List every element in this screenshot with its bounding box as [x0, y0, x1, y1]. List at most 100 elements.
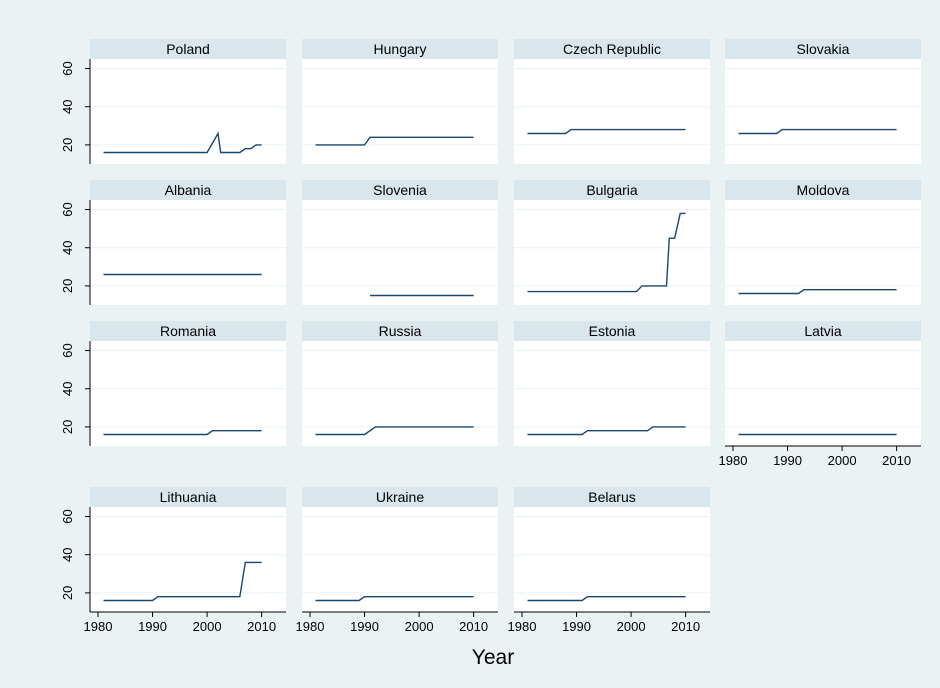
panel-title: Slovakia	[797, 41, 850, 57]
panel-romania: Romania 20 40 60	[60, 321, 286, 446]
panel-title: Belarus	[588, 489, 635, 505]
panel-albania: Albania 20 40 60	[60, 180, 286, 305]
series-line-poland	[103, 131, 262, 154]
series-line-lithuania	[103, 561, 262, 602]
plot-area	[514, 507, 710, 612]
x-tick-label: 1980	[84, 619, 113, 634]
y-tick-label: 20	[60, 420, 75, 434]
panel-title: Moldova	[797, 182, 850, 198]
x-tick-label: 2000	[617, 619, 646, 634]
x-tick-label: 2010	[671, 619, 700, 634]
panel-strip	[514, 180, 710, 200]
plot-area	[725, 59, 921, 164]
y-tick-label: 60	[60, 202, 75, 216]
panel-moldova: Moldova	[725, 180, 921, 305]
x-tick-label: 1980	[719, 453, 748, 468]
plot-area	[302, 59, 498, 164]
plot-area	[725, 200, 921, 305]
x-tick-label: 1990	[138, 619, 167, 634]
plot-area	[90, 341, 286, 446]
panel-slovakia: Slovakia	[725, 39, 921, 164]
series-line-moldova	[738, 289, 897, 295]
panel-title: Poland	[166, 41, 210, 57]
series-line-czech-republic	[527, 128, 686, 135]
panel-hungary: Hungary	[302, 39, 498, 164]
y-tick-label: 20	[60, 279, 75, 293]
series-line-slovakia	[738, 128, 897, 135]
panel-strip	[514, 321, 710, 341]
panel-strip	[725, 39, 921, 59]
panel-strip	[90, 487, 286, 507]
panel-title: Ukraine	[376, 489, 424, 505]
plot-area	[302, 200, 498, 305]
panel-title: Hungary	[374, 41, 427, 57]
series-line-bulgaria	[527, 212, 686, 293]
y-tick-label: 60	[60, 61, 75, 75]
plot-area	[90, 59, 286, 164]
panel-title: Romania	[160, 323, 216, 339]
panel-strip	[302, 321, 498, 341]
x-tick-label: 1980	[296, 619, 325, 634]
panel-belarus: Belarus 1980 1990 2000 2010	[508, 487, 710, 634]
y-tick-label: 40	[60, 547, 75, 561]
series-line-belarus	[527, 596, 686, 602]
y-tick-label: 40	[60, 99, 75, 113]
x-tick-label: 1990	[562, 619, 591, 634]
x-tick-label: 1990	[773, 453, 802, 468]
panel-strip	[90, 180, 286, 200]
panel-strip	[514, 487, 710, 507]
x-tick-label: 2000	[193, 619, 222, 634]
panel-title: Estonia	[589, 323, 636, 339]
panels-group: Poland 20 40 60 Hungary Czech Republic Slovaki…	[60, 39, 921, 634]
panel-poland: Poland 20 40 60	[60, 39, 286, 164]
x-tick-label: 1990	[350, 619, 379, 634]
panel-strip	[302, 180, 498, 200]
x-tick-label: 2010	[882, 453, 911, 468]
x-tick-label: 2010	[247, 619, 276, 634]
y-tick-label: 40	[60, 240, 75, 254]
panel-bulgaria: Bulgaria	[514, 180, 710, 305]
panel-title: Latvia	[804, 323, 842, 339]
plot-area	[514, 59, 710, 164]
panel-title: Slovenia	[373, 182, 427, 198]
y-tick-label: 60	[60, 509, 75, 523]
panel-ukraine: Ukraine 1980 1990 2000 2010	[296, 487, 498, 634]
panel-strip	[90, 39, 286, 59]
panel-title: Czech Republic	[563, 41, 661, 57]
panel-strip	[302, 39, 498, 59]
plot-area	[725, 341, 921, 446]
panel-slovenia: Slovenia	[302, 180, 498, 305]
series-line-hungary	[315, 136, 474, 146]
panel-latvia: Latvia 1980 1990 2000 2010	[719, 321, 921, 468]
plot-area	[302, 507, 498, 612]
series-line-russia	[315, 426, 474, 436]
panel-title: Bulgaria	[586, 182, 638, 198]
x-tick-label: 1980	[508, 619, 537, 634]
y-tick-label: 40	[60, 381, 75, 395]
plot-area	[302, 341, 498, 446]
plot-area	[90, 507, 286, 612]
panel-title: Russia	[379, 323, 422, 339]
panel-title: Lithuania	[160, 489, 217, 505]
series-line-ukraine	[315, 596, 474, 602]
panel-czech-republic: Czech Republic	[514, 39, 710, 164]
panel-strip	[725, 321, 921, 341]
x-axis-title: Year	[472, 646, 514, 669]
panel-title: Albania	[165, 182, 212, 198]
panel-lithuania: Lithuania 20 40 60 1980 1990 2000 2010	[60, 487, 286, 634]
series-line-romania	[103, 430, 262, 436]
series-line-estonia	[527, 426, 686, 436]
panel-strip	[90, 321, 286, 341]
plot-area	[514, 200, 710, 305]
x-tick-label: 2000	[405, 619, 434, 634]
panel-strip	[514, 39, 710, 59]
x-tick-label: 2010	[459, 619, 488, 634]
panel-strip	[302, 487, 498, 507]
panel-estonia: Estonia	[514, 321, 710, 446]
y-tick-label: 60	[60, 343, 75, 357]
plot-area	[514, 341, 710, 446]
plot-area	[90, 200, 286, 305]
x-tick-label: 2000	[828, 453, 857, 468]
panel-russia: Russia	[302, 321, 498, 446]
